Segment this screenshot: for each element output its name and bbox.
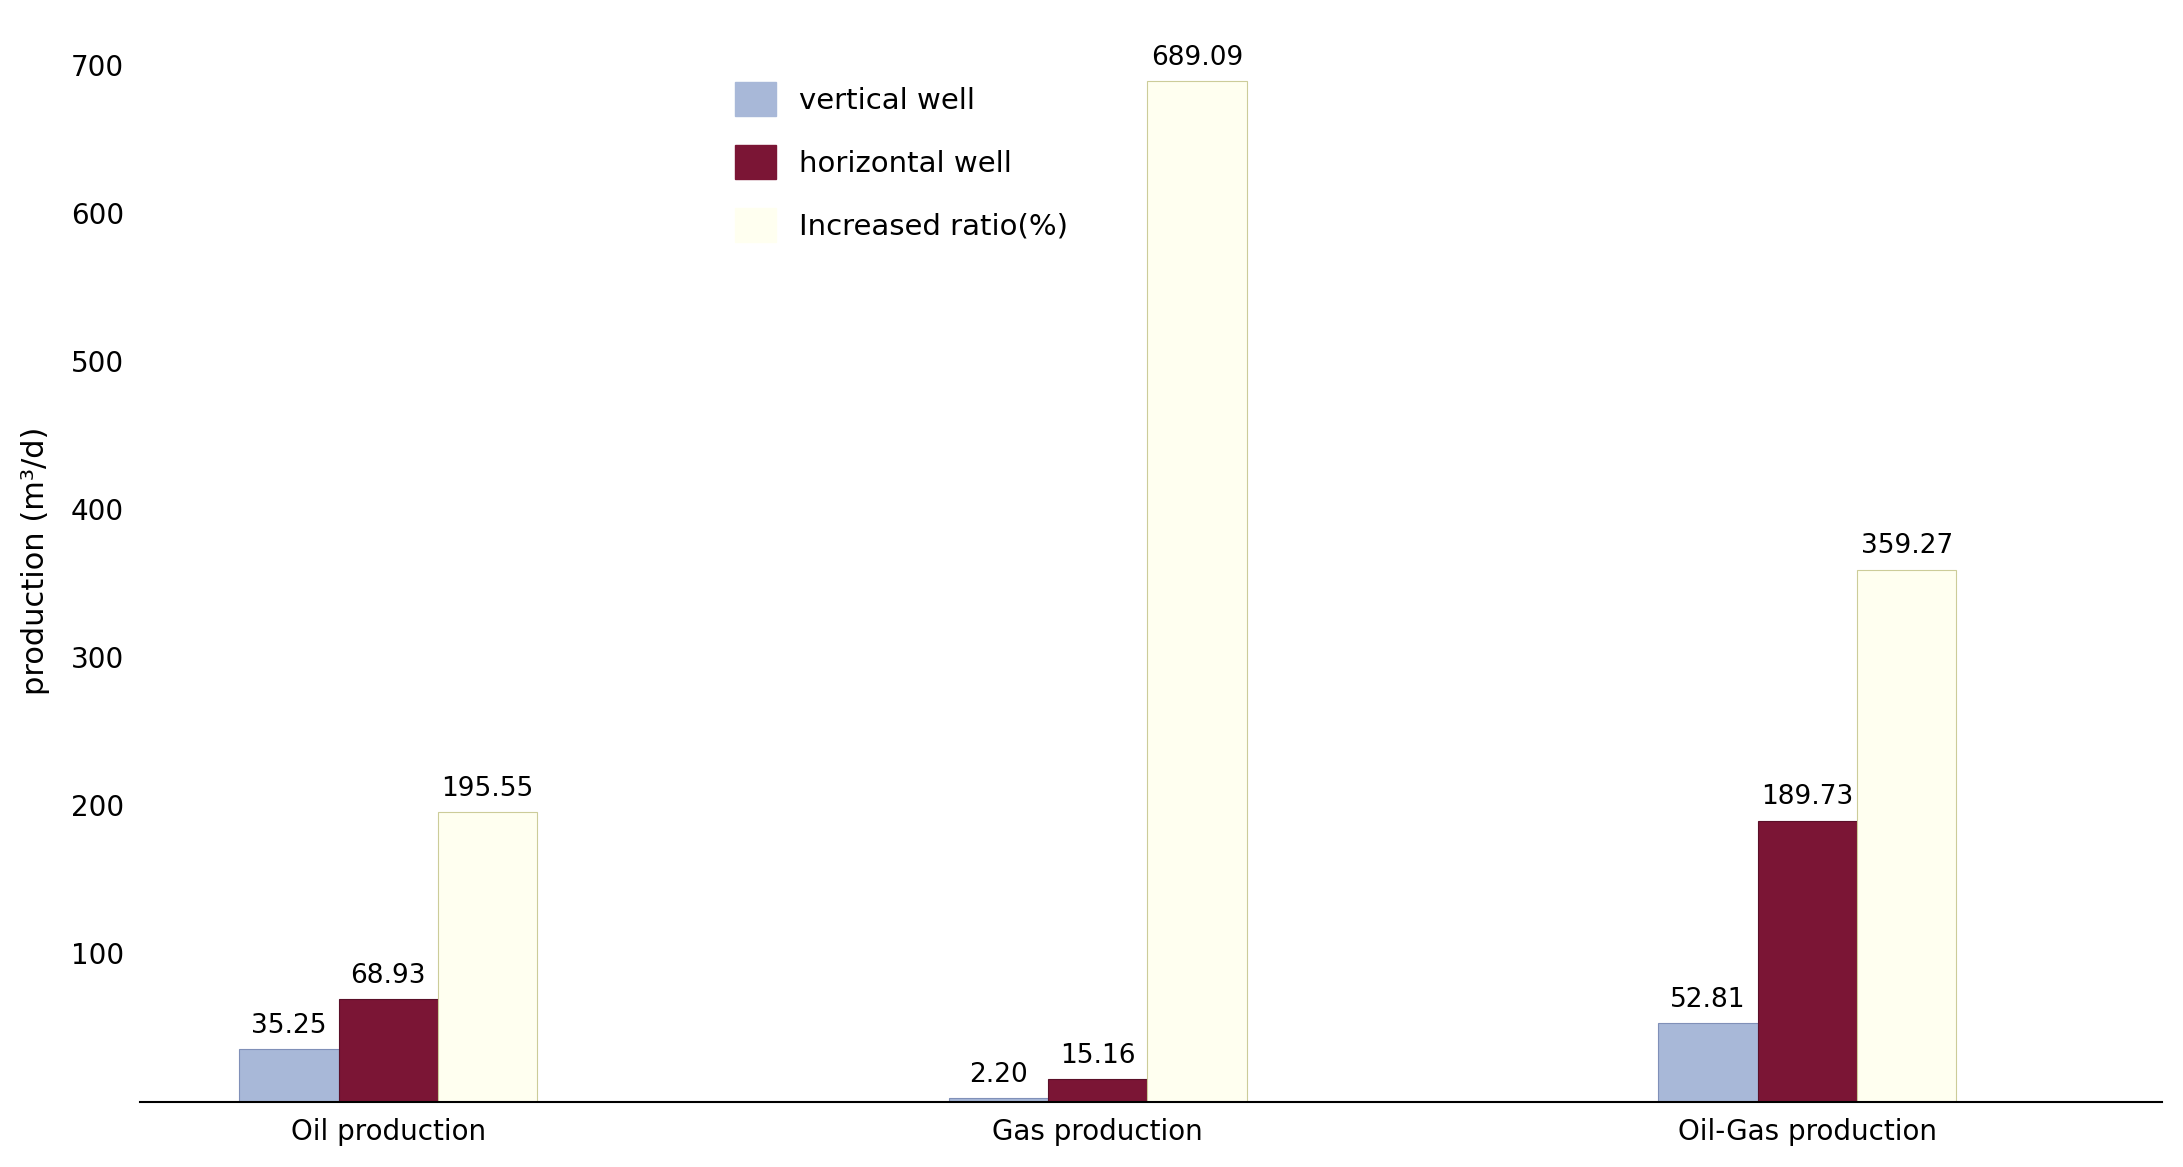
Bar [1858,569,1956,1102]
Bar [950,1098,1048,1102]
Text: 52.81: 52.81 [1670,987,1746,1013]
Text: 2.20: 2.20 [969,1062,1028,1088]
Text: 15.16: 15.16 [1061,1042,1135,1069]
Text: 68.93: 68.93 [351,963,426,990]
Y-axis label: production (m³/d): production (m³/d) [22,427,50,696]
Text: 189.73: 189.73 [1762,784,1853,810]
Text: 359.27: 359.27 [1860,533,1954,559]
Text: 689.09: 689.09 [1150,46,1244,71]
Bar [1757,820,1858,1102]
Bar [1659,1023,1757,1102]
Bar [338,999,439,1102]
Bar [439,812,537,1102]
Text: 35.25: 35.25 [251,1013,327,1039]
Legend: vertical well, horizontal well, Increased ratio(%): vertical well, horizontal well, Increase… [720,68,1083,257]
Bar [240,1049,338,1102]
Bar [1148,82,1246,1102]
Bar [1048,1079,1148,1102]
Text: 195.55: 195.55 [441,776,533,802]
